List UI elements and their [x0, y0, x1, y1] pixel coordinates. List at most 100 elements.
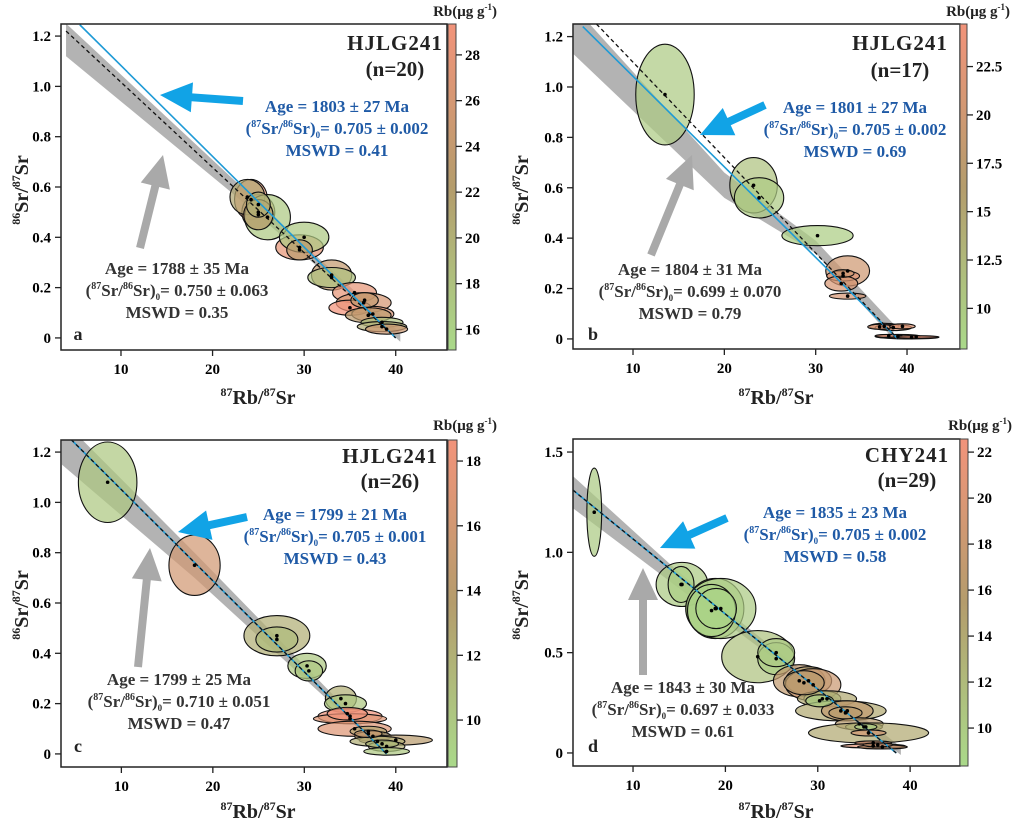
x-tick-label: 40: [903, 778, 918, 794]
text: Rb(μg g: [946, 4, 998, 20]
data-point: [863, 725, 868, 729]
sup: 87: [264, 799, 276, 813]
colorbar-title: Rb(μg g-1): [948, 416, 1012, 434]
data-point: [914, 335, 918, 339]
sample-count: (n=26): [361, 469, 420, 493]
data-point: [843, 711, 848, 715]
sub: 0: [158, 703, 163, 713]
data-point: [366, 731, 371, 736]
sup: 87: [264, 385, 276, 399]
data-point: [909, 335, 914, 340]
y-tick-label: 0.6: [544, 181, 563, 197]
colorbar-tick-label: 14: [466, 584, 482, 600]
colorbar-tick-label: 22: [977, 445, 992, 461]
plot-area: [573, 24, 940, 340]
isochron-line-blue: [582, 25, 899, 340]
sup: 87: [220, 385, 232, 399]
sup: 87: [604, 282, 614, 293]
data-point: [841, 271, 845, 276]
mswd-text: MSWD = 0.35: [126, 303, 229, 322]
y-axis-label: 86Sr/87Sr: [509, 155, 533, 225]
sup: 87: [91, 281, 101, 292]
text: Rb(μg g: [948, 418, 1000, 434]
y-tick-label: 1.2: [32, 29, 51, 45]
text: Sr: [794, 387, 814, 409]
data-point: [663, 92, 667, 97]
colorbar-title: Rb(μg g-1): [433, 2, 497, 20]
colorbar-tick-label: 18: [465, 277, 480, 293]
x-tick-label: 20: [205, 362, 220, 378]
text: = 0.705 ± 0.002: [818, 525, 926, 544]
isochron-line-blue: [573, 489, 897, 754]
y-tick-label: 0.6: [32, 596, 51, 612]
sup: -1: [1000, 416, 1008, 426]
sup: 86: [509, 628, 523, 640]
data-point: [820, 696, 825, 701]
x-tick-label: 40: [388, 362, 403, 378]
colorbar-tick-label: 20: [976, 108, 991, 124]
data-point: [375, 739, 380, 744]
data-point: [256, 210, 261, 214]
data-point: [352, 726, 357, 731]
data-point: [806, 678, 811, 683]
text: (: [744, 525, 750, 544]
x-tick-label: 10: [626, 778, 641, 794]
fit_gray-annotation: Age = 1804 ± 31 Ma (87Sr/86Sr)0= 0.699 ± …: [599, 260, 782, 323]
text: Sr/: [607, 700, 629, 719]
x-tick-label: 20: [718, 778, 733, 794]
sample-name: HJLG241: [852, 31, 948, 55]
data-point: [329, 275, 334, 280]
sup: 87: [597, 700, 607, 711]
text: Sr/: [11, 187, 33, 213]
x-tick-label: 10: [113, 362, 128, 378]
sup: 86: [509, 213, 523, 225]
initial-ratio-text: (87Sr/86Sr)0= 0.699 ± 0.070: [599, 282, 782, 303]
y-tick-label: 0: [556, 332, 564, 348]
sup: 86: [781, 525, 791, 536]
colorbar-tick-label: 12.5: [976, 253, 1002, 269]
y-tick-label: 0.8: [32, 546, 51, 562]
age-text: Age = 1788 ± 35 Ma: [105, 259, 250, 278]
data-point: [718, 606, 723, 611]
age-text: Age = 1843 ± 30 Ma: [611, 678, 756, 697]
sub: 0: [669, 293, 674, 303]
sample-name: HJLG241: [347, 31, 443, 55]
sub: 0: [834, 131, 839, 141]
sample-count: (n=17): [871, 58, 930, 82]
initial-ratio-text: (87Sr/86Sr)0= 0.710 ± 0.051: [88, 692, 271, 713]
colorbar-tick-label: 22: [465, 185, 480, 201]
colorbar: [959, 23, 968, 350]
mswd-text: MSWD = 0.58: [784, 547, 887, 566]
data-point: [774, 650, 778, 655]
text: Sr): [811, 120, 834, 139]
data-point: [362, 298, 367, 302]
colorbar-tick-label: 22.5: [976, 60, 1002, 76]
data-point: [871, 741, 875, 745]
x-tick-label: 30: [297, 779, 312, 795]
sup: -1: [998, 2, 1006, 12]
text: = 0.705 ± 0.001: [318, 527, 426, 546]
data-point: [839, 281, 844, 286]
sup: 86: [123, 281, 133, 292]
isochron-line-dashed: [65, 30, 397, 339]
x-tick-label: 30: [297, 362, 312, 378]
fit_blue-annotation: Age = 1835 ± 23 Ma (87Sr/86Sr)0= 0.705 ± …: [744, 503, 927, 566]
x-tick-label: 30: [810, 778, 825, 794]
data-point: [880, 745, 885, 749]
text: = 0.705 ± 0.002: [838, 120, 946, 139]
colorbar-tick-label: 18: [977, 537, 992, 553]
panel-d: 10 20 30 4000.51.01.587Rb/87Sr86Sr/87Sr1012…: [509, 416, 1012, 823]
sup: 86: [283, 119, 293, 130]
text: = 0.697 ± 0.033: [666, 700, 774, 719]
x-tick-label: 10: [626, 361, 641, 377]
data-point: [900, 324, 905, 329]
data-point: [302, 235, 306, 240]
sup: 87: [509, 590, 523, 602]
x-axis-label: 87Rb/87Sr: [220, 385, 295, 409]
x-tick-label: 40: [900, 361, 915, 377]
text: Rb/: [232, 387, 264, 409]
data-point: [857, 722, 862, 726]
sup: 87: [251, 119, 261, 130]
initial-ratio-text: (87Sr/86Sr)0= 0.750 ± 0.063: [86, 281, 269, 302]
mswd-text: MSWD = 0.43: [284, 549, 387, 568]
